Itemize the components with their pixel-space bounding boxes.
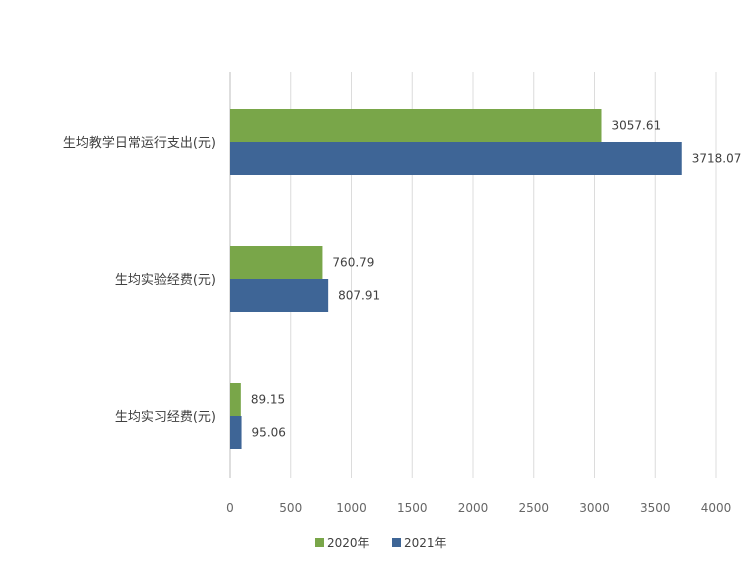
bar-2021-2	[230, 279, 329, 312]
legend: 2020年 2021年	[315, 536, 447, 550]
legend-swatch	[392, 538, 401, 547]
category-labels: 生均教学日常运行支出(元) 生均实验经费(元) 生均实习经费(元)	[63, 135, 216, 425]
x-tick-label: 3000	[579, 501, 610, 515]
data-label: 760.79	[332, 256, 374, 270]
x-tick-label: 4000	[701, 501, 732, 515]
bar-2021-1	[230, 142, 682, 175]
legend-label: 2021年	[404, 536, 447, 550]
x-tick-label: 2500	[518, 501, 549, 515]
bar-2021-3	[230, 416, 242, 449]
bar-2020-3	[230, 383, 241, 416]
bar-2020-2	[230, 246, 323, 279]
legend-swatch	[315, 538, 324, 547]
x-tick-label: 2000	[458, 501, 489, 515]
bar-2020-1	[230, 109, 602, 142]
x-tick-labels: 0 500 1000 1500 2000 2500 3000 3500 4000	[226, 501, 731, 515]
x-tick-label: 0	[226, 501, 234, 515]
category-label: 生均教学日常运行支出(元)	[63, 135, 216, 151]
x-tick-label: 1500	[397, 501, 428, 515]
data-label: 3718.07	[692, 152, 742, 166]
x-tick-label: 3500	[640, 501, 671, 515]
value-labels: 3057.61 760.79 89.15 3718.07 807.91 95.06	[251, 119, 742, 440]
data-label: 3057.61	[611, 119, 661, 133]
data-label: 807.91	[338, 289, 380, 303]
x-tick-label: 1000	[336, 501, 367, 515]
category-label: 生均实习经费(元)	[115, 410, 216, 425]
category-label: 生均实验经费(元)	[115, 272, 216, 288]
legend-label: 2020年	[327, 536, 370, 550]
data-label: 89.15	[251, 393, 285, 407]
x-tick-label: 500	[279, 501, 302, 515]
data-label: 95.06	[252, 426, 286, 440]
bars	[230, 109, 682, 449]
